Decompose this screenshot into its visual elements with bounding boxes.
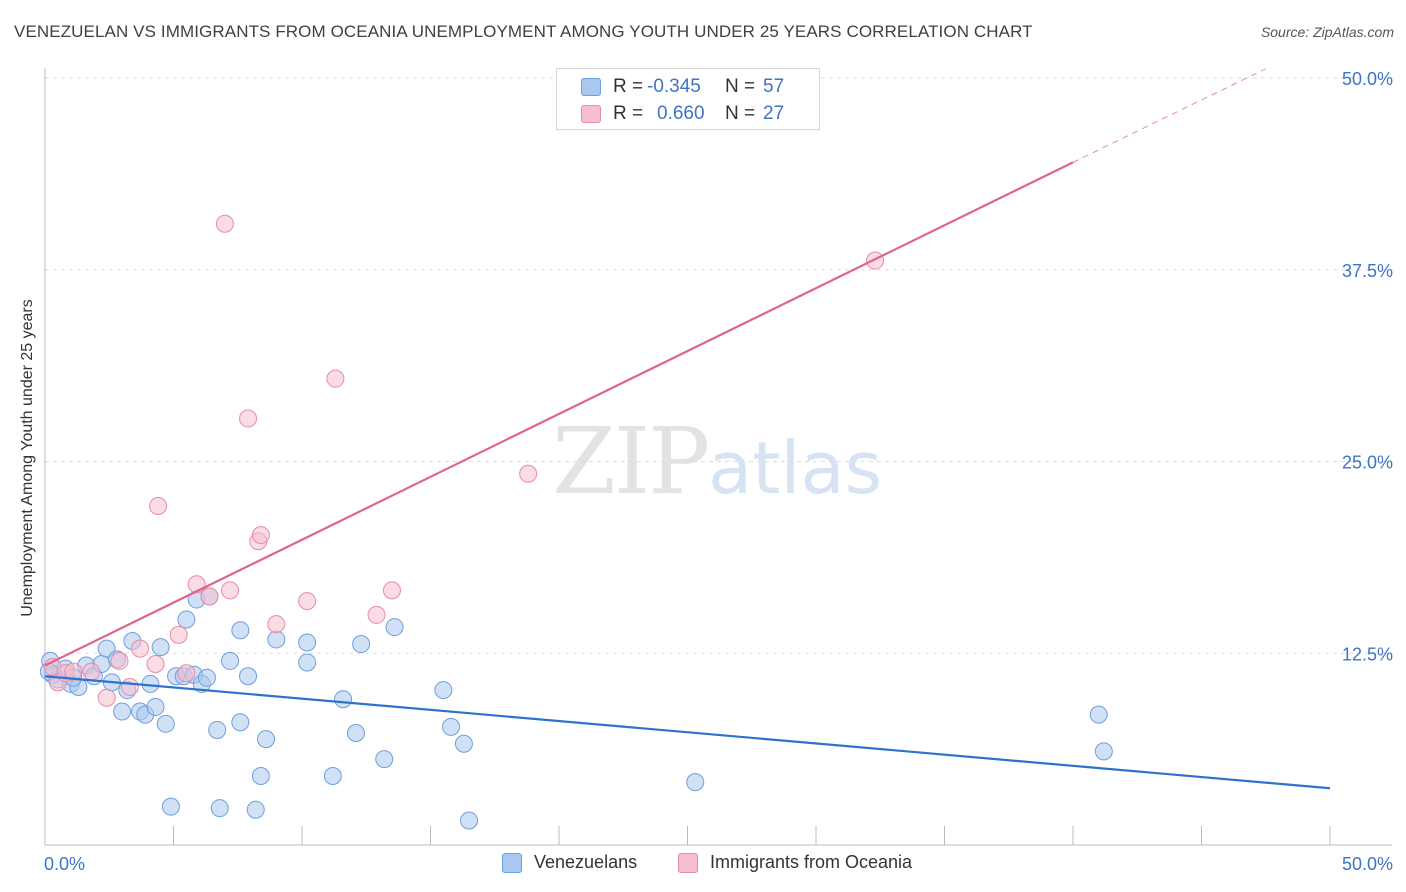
watermark-atlas: atlas [708,426,883,510]
n-label: N = [725,103,756,124]
oceania-point [146,654,165,673]
venezuelans-swatch [581,78,601,96]
r-label: R = [613,103,644,124]
legend-item-venezuelans[interactable]: Venezuelans [502,852,637,873]
venezuelans-point [246,800,265,819]
venezuelans-point [346,724,365,743]
oceania-point [239,409,258,428]
venezuelans-point [221,651,240,670]
venezuelans-point [460,811,479,830]
venezuelans-point [1089,705,1108,724]
venezuelans-point [156,714,175,733]
venezuelans-swatch [502,852,522,873]
venezuelans-point [257,730,276,749]
y-tick-label: 37.5% [1342,261,1393,281]
legend-item-oceania[interactable]: Immigrants from Oceania [678,852,912,873]
venezuelans-point [251,766,270,785]
source-credit: Source: ZipAtlas.com [1260,24,1394,40]
oceania-point [866,251,885,270]
oceania-point [64,662,83,681]
oceania-point [97,688,116,707]
watermark: ZIPatlas [552,408,882,515]
legend-row-oceania: R = 0.660 N = 27 [581,101,784,127]
venezuelans-point [239,667,258,686]
oceania-point [120,677,139,696]
oceania-trend-extension [1072,68,1266,163]
venezuelans-point [454,734,473,753]
oceania-point [177,664,196,683]
oceania-point [131,639,150,658]
y-axis-label: Unemployment Among Youth under 25 years [19,299,36,617]
legend-row-venezuelans: R = -0.345 N = 57 [581,74,784,100]
venezuelans-point [352,635,371,654]
x-tick-label: 50.0% [1342,854,1393,874]
venezuelans-point [298,633,317,652]
venezuelans-point [197,668,216,687]
legend-label-venezuelans: Venezuelans [534,852,638,872]
venezuelans-point [267,630,286,649]
oceania-point [215,214,234,233]
oceania-point [110,651,129,670]
n-label: N = [725,76,756,97]
oceania-point [169,625,188,644]
oceania-trend-line [44,161,1074,667]
venezuelans-point [161,797,180,816]
r-label: R = [613,76,644,97]
n-value: 57 [763,76,785,97]
venezuelans-point [334,690,353,709]
n-value: 27 [763,103,785,124]
y-tick-label: 12.5% [1342,644,1393,664]
y-tick-label: 50.0% [1342,69,1393,89]
x-tick-label: 0.0% [44,854,85,874]
venezuelans-point [151,638,170,657]
venezuelans-point [434,681,453,700]
series-legend: Venezuelans Immigrants from Oceania [0,852,1406,878]
oceania-swatch [581,105,601,123]
venezuelans-point [231,621,250,640]
oceania-point [367,605,386,624]
correlation-legend: R = -0.345 N = 57 R = 0.660 N = 27 [556,68,820,130]
y-tick-label: 25.0% [1342,453,1393,473]
venezuelans-point [375,750,394,769]
venezuelans-point [231,713,250,732]
venezuelans-point [208,720,227,739]
oceania-point [200,587,219,606]
venezuelans-point [210,799,229,818]
oceania-swatch [678,852,698,873]
oceania-point [82,662,101,681]
legend-label-oceania: Immigrants from Oceania [710,852,913,872]
oceania-point [251,526,270,545]
venezuelans-point [1094,742,1113,761]
chart-title: VENEZUELAN VS IMMIGRANTS FROM OCEANIA UN… [14,22,1033,41]
oceania-point [326,369,345,388]
r-value: 0.660 [657,103,705,124]
oceania-point [221,581,240,600]
venezuelans-point [177,610,196,629]
oceania-point [382,581,401,600]
r-value: -0.345 [647,76,701,97]
venezuelans-point [323,766,342,785]
venezuelans-point [686,773,705,792]
oceania-point [267,615,286,634]
venezuelans-point [113,702,132,721]
venezuelans-point [298,653,317,672]
oceania-point [519,464,538,483]
venezuelans-point [146,697,165,716]
venezuelans-point [385,618,404,637]
venezuelans-point [442,717,461,736]
oceania-point [298,592,317,611]
venezuelans-trend-line [44,675,1331,790]
oceania-point [149,496,168,515]
